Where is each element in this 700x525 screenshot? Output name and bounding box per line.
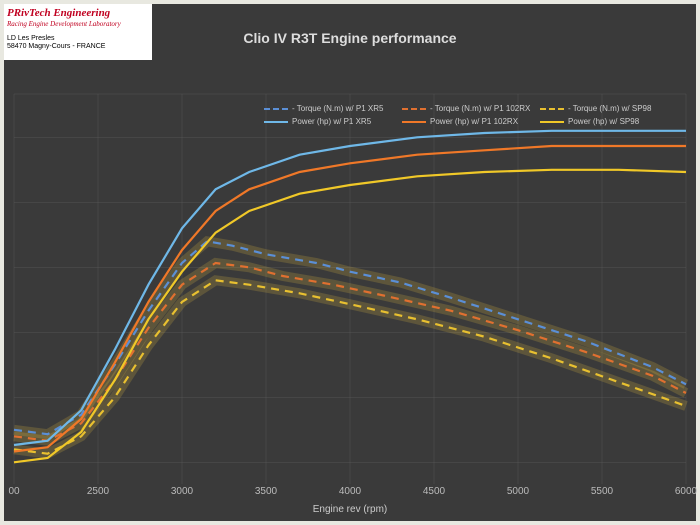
legend-item-power_sp98: Power (hp) w/ SP98 xyxy=(540,117,670,126)
xtick: 3000 xyxy=(171,486,193,497)
xtick: 3500 xyxy=(255,486,277,497)
x-axis-label: Engine rev (rpm) xyxy=(4,504,696,515)
legend: - Torque (N.m) w/ P1 XR5 - Torque (N.m) w… xyxy=(264,104,684,130)
xtick: 4500 xyxy=(423,486,445,497)
chart-svg xyxy=(4,4,696,521)
xtick: 5500 xyxy=(591,486,613,497)
xtick: 2500 xyxy=(87,486,109,497)
legend-item-power_xr5: Power (hp) w/ P1 XR5 xyxy=(264,117,394,126)
legend-label: Power (hp) w/ P1 XR5 xyxy=(292,117,371,126)
legend-label: - Torque (N.m) w/ SP98 xyxy=(568,104,651,113)
legend-swatch xyxy=(402,108,426,110)
legend-item-torque_xr5: - Torque (N.m) w/ P1 XR5 xyxy=(264,104,394,113)
legend-swatch xyxy=(264,108,288,110)
xtick: 6000 xyxy=(675,486,697,497)
legend-label: Power (hp) w/ P1 102RX xyxy=(430,117,518,126)
xtick: 5000 xyxy=(507,486,529,497)
legend-label: - Torque (N.m) w/ P1 102RX xyxy=(430,104,530,113)
legend-item-power_102rx: Power (hp) w/ P1 102RX xyxy=(402,117,532,126)
legend-item-torque_102rx: - Torque (N.m) w/ P1 102RX xyxy=(402,104,532,113)
chart-frame: PRivTech Engineering Racing Engine Devel… xyxy=(4,4,696,521)
xtick: 00 xyxy=(8,486,19,497)
legend-swatch xyxy=(540,121,564,123)
xtick: 4000 xyxy=(339,486,361,497)
legend-swatch xyxy=(402,121,426,123)
legend-swatch xyxy=(264,121,288,123)
legend-label: - Torque (N.m) w/ P1 XR5 xyxy=(292,104,383,113)
legend-item-torque_sp98: - Torque (N.m) w/ SP98 xyxy=(540,104,670,113)
legend-label: Power (hp) w/ SP98 xyxy=(568,117,639,126)
legend-swatch xyxy=(540,108,564,110)
